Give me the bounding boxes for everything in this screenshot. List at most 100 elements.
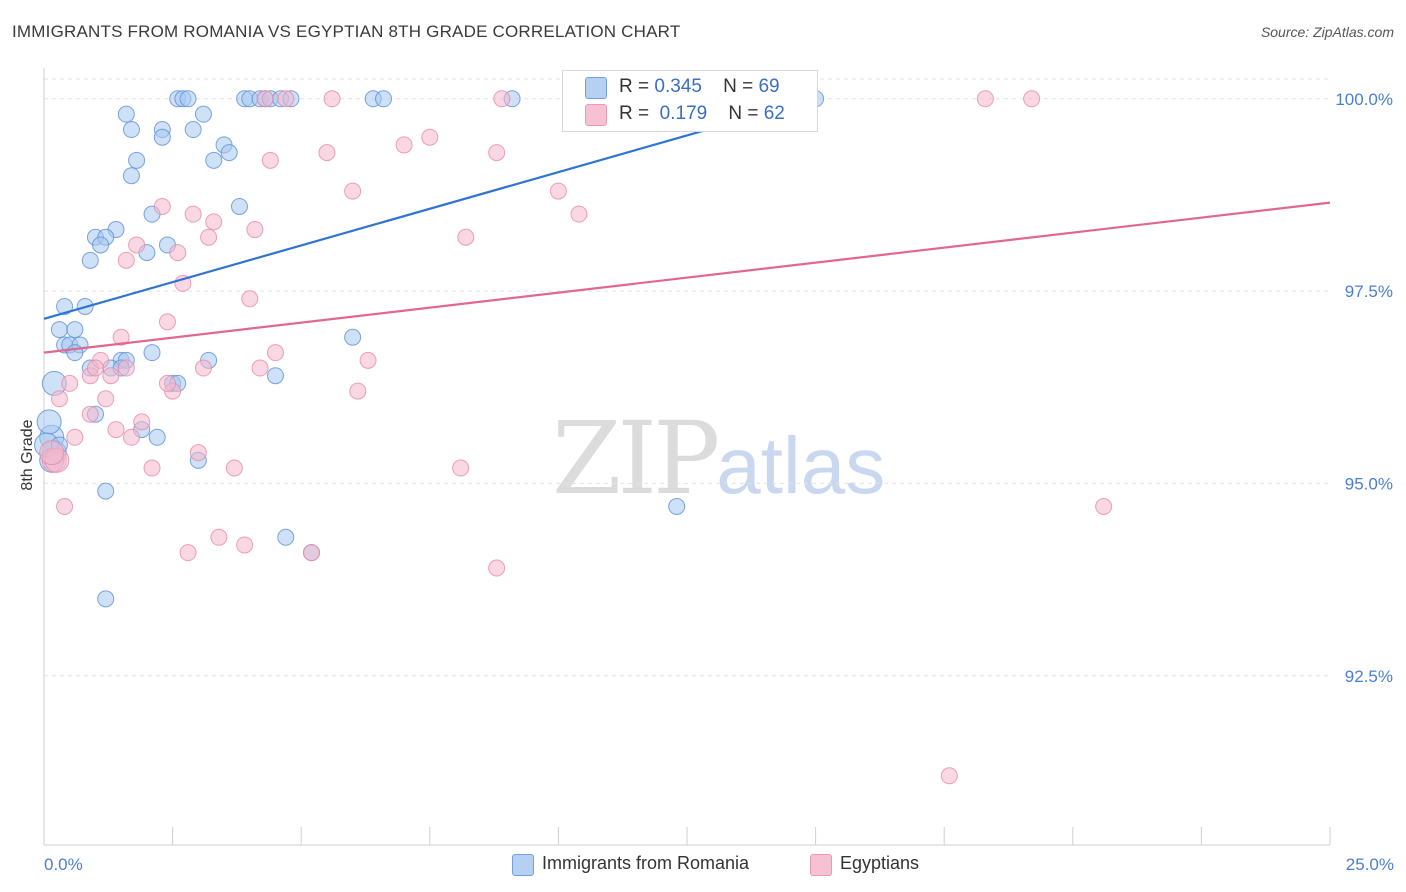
romania-point xyxy=(56,297,74,315)
romania-swatch xyxy=(512,854,534,876)
romania-point xyxy=(205,151,223,169)
romania-swatch xyxy=(585,77,607,99)
egyptian-point xyxy=(323,90,341,108)
y-tick-label: 100.0% xyxy=(1335,90,1393,109)
egyptian-point xyxy=(452,459,470,477)
egyptian-point xyxy=(189,444,207,462)
egyptian-point xyxy=(940,767,958,785)
romania-point xyxy=(184,121,202,139)
egyptian-point xyxy=(241,290,259,308)
egyptian-point xyxy=(261,151,279,169)
egyptian-point xyxy=(457,228,475,246)
egyptian-point xyxy=(179,544,197,562)
egyptian-point xyxy=(184,205,202,223)
egyptian-point xyxy=(194,359,212,377)
romania-point xyxy=(50,321,68,339)
egyptian-point xyxy=(81,405,99,423)
romania-point xyxy=(122,121,140,139)
egyptian-point xyxy=(107,421,125,439)
egyptian-point xyxy=(61,374,79,392)
egyptian-point xyxy=(246,221,264,239)
egyptian-point xyxy=(976,90,994,108)
egyptian-point xyxy=(86,359,104,377)
romania-point xyxy=(375,90,393,108)
egyptian-point xyxy=(251,359,269,377)
egyptian-point xyxy=(158,374,176,392)
romania-point xyxy=(143,344,161,362)
correlation-legend: R = 0.345 N = 69 R = 0.179 N = 62 xyxy=(562,70,818,132)
legend-label: Immigrants from Romania xyxy=(542,853,750,873)
egyptian-point xyxy=(236,536,254,554)
egyptian-point xyxy=(210,528,228,546)
romania-point xyxy=(194,105,212,123)
egyptian-point xyxy=(421,128,439,146)
r-label: R = xyxy=(619,76,650,97)
egyptian-point xyxy=(50,390,68,408)
egyptian-point xyxy=(277,90,295,108)
romania-point xyxy=(97,482,115,500)
watermark-atlas: atlas xyxy=(716,421,886,510)
egyptian-point xyxy=(493,90,511,108)
romania-point xyxy=(128,151,146,169)
egyptians-swatch xyxy=(585,104,607,126)
x-tick-label: 25.0% xyxy=(1346,855,1394,874)
egyptian-point xyxy=(225,459,243,477)
romania-point xyxy=(230,197,248,215)
egyptian-point xyxy=(200,228,218,246)
egyptian-point xyxy=(66,428,84,446)
romania-point xyxy=(36,409,62,435)
romania-point xyxy=(344,328,362,346)
egyptian-point xyxy=(97,390,115,408)
egyptian-point xyxy=(153,197,171,215)
romania-point xyxy=(66,344,84,362)
n-value: 62 xyxy=(763,103,785,124)
watermark-zip: ZIP xyxy=(552,400,720,517)
romania-point xyxy=(153,128,171,146)
watermark: ZIPatlas xyxy=(552,400,885,517)
egyptian-point xyxy=(395,136,413,154)
egyptian-point xyxy=(549,182,567,200)
egyptian-point xyxy=(488,559,506,577)
egyptian-point xyxy=(102,367,120,385)
r-value: 0.345 xyxy=(654,76,702,97)
egyptian-point xyxy=(302,544,320,562)
romania-point xyxy=(148,428,166,446)
legend-label: Egyptians xyxy=(840,853,920,873)
romania-point xyxy=(220,144,238,162)
egyptian-point xyxy=(112,328,130,346)
romania-point xyxy=(179,90,197,108)
egyptian-point xyxy=(256,90,274,108)
n-label: N = xyxy=(723,76,754,97)
egyptian-point xyxy=(117,251,135,269)
egyptians-swatch xyxy=(810,854,832,876)
egyptian-point xyxy=(266,344,284,362)
egyptian-point xyxy=(122,428,140,446)
r-value: 0.179 xyxy=(659,103,708,124)
egyptian-point xyxy=(205,213,223,231)
romania-point xyxy=(117,105,135,123)
egyptian-point xyxy=(488,144,506,162)
x-tick-label: 0.0% xyxy=(44,855,83,874)
romania-trend-line xyxy=(43,97,816,320)
r-label: R = xyxy=(619,103,650,124)
source-credit: Source: ZipAtlas.com xyxy=(1260,24,1394,40)
egyptian-point xyxy=(349,382,367,400)
egyptian-point xyxy=(1095,498,1113,516)
romania-point xyxy=(668,498,686,516)
egyptian-point xyxy=(1023,90,1041,108)
egyptian-trend-line xyxy=(43,201,1331,354)
egyptian-point xyxy=(570,205,588,223)
egyptian-point xyxy=(56,498,74,516)
n-label: N = xyxy=(728,103,759,124)
egyptian-point xyxy=(128,236,146,254)
egyptian-point xyxy=(344,182,362,200)
egyptian-point xyxy=(143,459,161,477)
y-tick-label: 95.0% xyxy=(1345,474,1393,493)
y-tick-label: 97.5% xyxy=(1345,282,1393,301)
chart-title: IMMIGRANTS FROM ROMANIA VS EGYPTIAN 8TH … xyxy=(12,22,681,41)
romania-point xyxy=(66,321,84,339)
n-value: 69 xyxy=(758,76,780,97)
romania-point xyxy=(266,367,284,385)
romania-point xyxy=(81,251,99,269)
